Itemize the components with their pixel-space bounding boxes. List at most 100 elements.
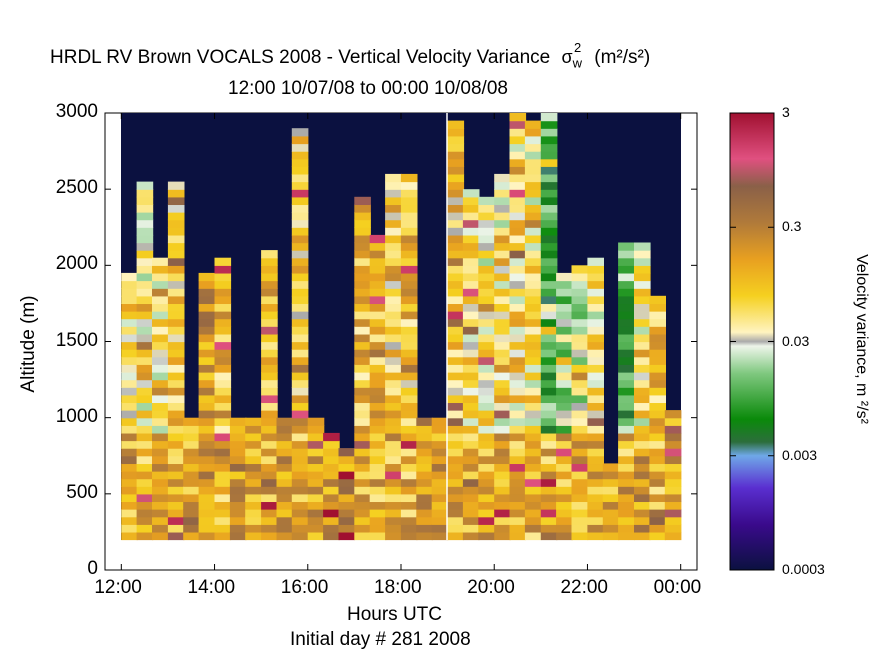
heatmap-cell [121,448,138,457]
heatmap-cell [291,364,309,373]
heatmap-cell [121,509,138,518]
heatmap-cell [291,372,309,381]
heatmap-cell [509,486,527,495]
heatmap-cell [400,234,418,244]
heatmap-cell [447,387,465,396]
heatmap-cell [136,242,154,251]
heatmap-cell [183,463,200,472]
heatmap-cell [354,303,371,312]
heatmap-cell [478,333,495,343]
heatmap-cell [400,173,418,183]
heatmap-cell [571,463,589,472]
heatmap-cell [121,349,138,358]
heatmap-cell [602,486,620,495]
heatmap-cell [556,303,573,312]
heatmap-cell [509,356,527,365]
heatmap-cell [478,463,495,472]
heatmap-cell [152,432,169,442]
heatmap-cell [136,387,154,396]
heatmap-cell [509,410,527,419]
heatmap-cell [136,219,154,228]
heatmap-cell [152,349,169,358]
heatmap-cell [447,257,465,266]
heatmap-cell [167,212,185,221]
heatmap-cell [261,250,278,259]
heatmap-cell [214,471,232,480]
heatmap-cell [152,265,169,274]
heatmap-cell [136,440,154,449]
chart-subtitle: 12:00 10/07/08 to 00:00 10/08/08 [228,78,508,99]
y-tick-label: 2000 [55,253,98,275]
heatmap-cell [571,280,589,289]
heatmap-cell [509,234,527,244]
heatmap-cell [587,501,604,510]
heatmap-cell [509,128,527,137]
heatmap-cell [618,509,635,518]
heatmap-cell [462,364,480,373]
heatmap-cell [136,364,154,373]
heatmap-cell [198,364,216,373]
heatmap-cell [494,364,511,373]
heatmap-cell [416,524,433,533]
heatmap-cell [478,478,495,487]
heatmap-cell [400,425,418,434]
heatmap-cell [385,394,402,404]
heatmap-cell [167,326,185,335]
heatmap-cell [587,326,604,335]
heatmap-cell [509,272,527,282]
heatmap-cell [649,326,666,335]
heatmap-cell [447,151,465,160]
heatmap-cell [136,402,154,411]
heatmap-cell [571,341,589,350]
heatmap-cell [183,440,200,449]
heatmap-cell [167,356,185,365]
heatmap-cell [369,425,387,434]
heatmap-cell [214,333,232,343]
heatmap-cell [634,471,651,480]
heatmap-cell [649,402,666,411]
heatmap-cell [291,524,309,533]
heatmap-cell [509,143,527,152]
heatmap-cell [385,257,402,266]
heatmap-cell [354,440,371,449]
heatmap-cell [649,440,666,449]
heatmap-cell [509,463,527,472]
heatmap-cell [261,463,278,472]
heatmap-cell [369,341,387,350]
heatmap-cell [121,516,138,525]
heatmap-cell [152,509,169,518]
heatmap-cell [478,303,495,312]
heatmap-cell [509,151,527,160]
heatmap-cell [664,501,682,510]
heatmap-cell [385,196,402,206]
heatmap-cell [369,509,387,518]
heatmap-cell [649,516,666,525]
heatmap-cell [462,524,480,533]
y-tick-label: 1000 [55,405,98,427]
heatmap-cell [634,303,651,312]
heatmap-cell [462,265,480,274]
y-tick-label: 1500 [55,329,98,351]
heatmap-cell [323,455,340,465]
heatmap-cell [385,280,402,289]
heatmap-cell [214,265,232,274]
heatmap-cell [198,272,216,282]
heatmap-cell [524,524,542,533]
heatmap-cell [540,531,558,541]
heatmap-cell [136,448,154,457]
heatmap-cell [214,394,232,404]
heatmap-cell [509,204,527,213]
heatmap-cell [509,387,527,396]
heatmap-cell [198,471,216,480]
heatmap-cell [478,524,495,533]
heatmap-cell [478,204,495,213]
heatmap-cell [602,509,620,518]
heatmap-cell [400,212,418,221]
heatmap-cell [229,455,247,465]
heatmap-cell [478,379,495,388]
heatmap-cell [291,349,309,358]
heatmap-cell [556,463,573,472]
heatmap-cell [291,181,309,190]
heatmap-cell [494,326,511,335]
heatmap-cell [291,158,309,167]
